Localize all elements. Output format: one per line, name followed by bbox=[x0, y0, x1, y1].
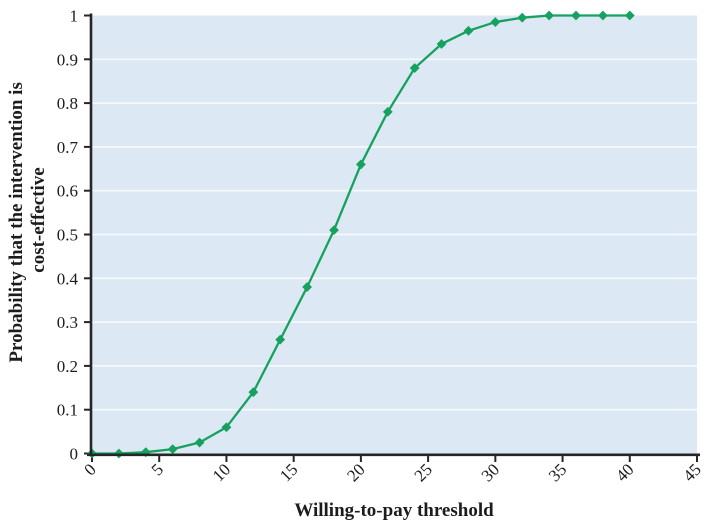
data-series bbox=[87, 10, 635, 459]
diamond-marker bbox=[436, 39, 447, 49]
y-tick-label: 0.5 bbox=[57, 226, 78, 245]
x-tick-label: 45 bbox=[679, 460, 704, 485]
x-tick-label: 0 bbox=[80, 460, 99, 479]
diamond-marker bbox=[597, 10, 608, 21]
diamond-marker bbox=[329, 225, 339, 236]
y-tick-label: 0.9 bbox=[57, 50, 78, 69]
x-tick-label: 35 bbox=[545, 460, 570, 485]
diamond-marker bbox=[409, 63, 420, 73]
x-tick-label: 15 bbox=[276, 460, 301, 485]
x-tick-label: 25 bbox=[410, 460, 435, 485]
y-tick-label: 0.6 bbox=[57, 182, 78, 201]
y-axis-title: Probability that the intervention is cos… bbox=[6, 77, 49, 362]
y-tick-label: 0.7 bbox=[57, 138, 79, 157]
diamond-marker bbox=[302, 282, 313, 292]
y-tick-label: 0.3 bbox=[57, 313, 78, 332]
diamond-marker bbox=[167, 444, 178, 455]
y-tick-label: 0.4 bbox=[57, 269, 79, 288]
diamond-marker bbox=[490, 17, 501, 27]
y-tick-label: 0.8 bbox=[57, 94, 78, 113]
diamond-marker bbox=[221, 422, 232, 433]
y-axis-title-line-1: Probability that the intervention is bbox=[6, 82, 27, 362]
x-tick-label: 30 bbox=[478, 460, 503, 485]
y-tick-label: 0.1 bbox=[57, 401, 78, 420]
x-tick-label: 20 bbox=[343, 460, 368, 485]
diamond-marker bbox=[571, 10, 581, 21]
y-tick-label: 0 bbox=[70, 445, 79, 464]
diamond-marker bbox=[544, 10, 555, 21]
diamond-marker bbox=[517, 12, 528, 23]
diamond-marker bbox=[463, 25, 474, 36]
x-tick-label: 10 bbox=[209, 460, 234, 485]
y-tick-label: 1 bbox=[70, 7, 79, 26]
diamond-marker bbox=[382, 106, 393, 117]
diamond-marker bbox=[248, 387, 259, 398]
x-axis-title: Willing-to-pay threshold bbox=[294, 500, 494, 521]
x-tick-label: 40 bbox=[612, 460, 637, 485]
gridlines bbox=[92, 58, 697, 411]
diamond-marker bbox=[355, 159, 366, 170]
diamond-marker bbox=[275, 334, 286, 345]
x-tick-label: 5 bbox=[148, 460, 167, 479]
y-tick-label: 0.2 bbox=[57, 357, 78, 376]
diamond-marker bbox=[194, 437, 205, 448]
diamond-marker bbox=[624, 10, 635, 21]
y-axis-title-line-2: cost-effective bbox=[28, 167, 49, 272]
